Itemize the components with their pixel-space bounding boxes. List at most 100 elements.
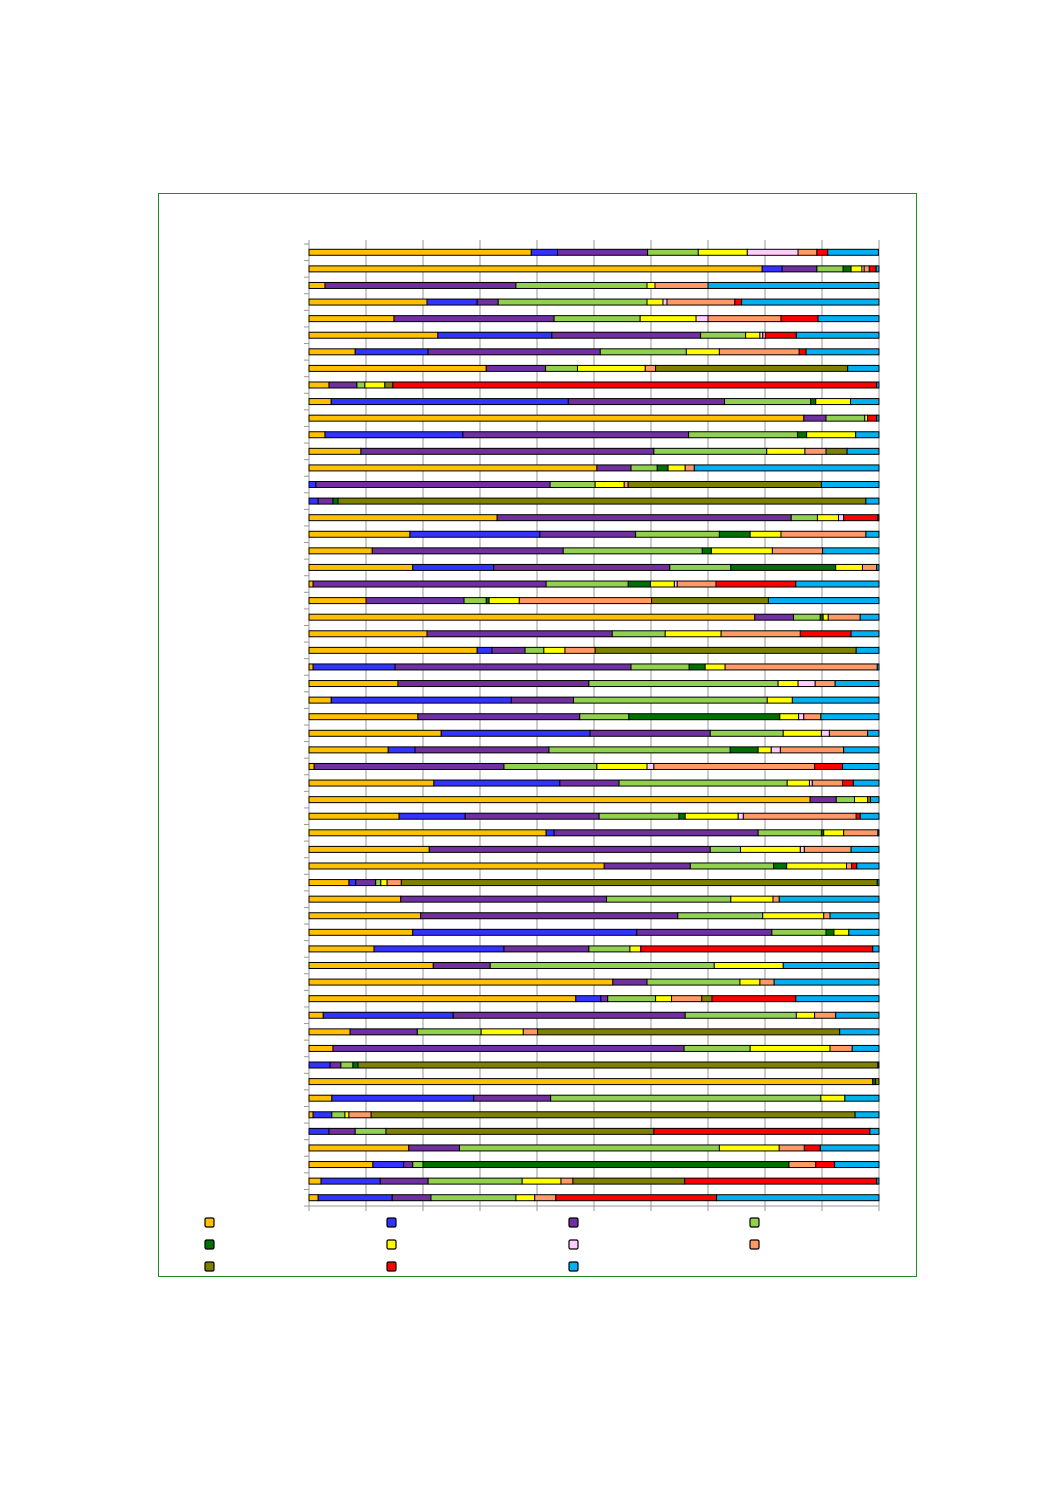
bar-segment: [822, 613, 829, 621]
bar-segment: [729, 746, 759, 754]
bar-segment: [790, 514, 818, 522]
bar-segment: [835, 796, 855, 804]
bar-segment: [562, 547, 703, 555]
bar-segment: [440, 729, 591, 737]
bar-segment: [730, 563, 837, 571]
bar-segment: [437, 331, 553, 339]
bar-segment: [796, 431, 808, 439]
bar-segment: [476, 298, 499, 306]
bar-segment: [384, 381, 394, 389]
bar-segment: [746, 248, 799, 256]
bar-segment: [739, 845, 801, 853]
bar-segment: [718, 1144, 780, 1152]
bar-segment: [848, 928, 880, 936]
bar-segment: [594, 481, 625, 488]
bar-segment: [842, 779, 854, 787]
bar-segment: [791, 696, 880, 704]
bar-segment: [869, 1127, 880, 1135]
bar-segment: [778, 895, 880, 903]
bar-segment: [618, 779, 788, 787]
bar-segment: [762, 912, 825, 920]
bar-segment: [308, 845, 430, 853]
bar-segment: [876, 1177, 880, 1185]
bar-segment: [521, 1177, 562, 1185]
bar-segment: [689, 862, 775, 870]
bar-segment: [825, 928, 835, 936]
bar-segment: [741, 298, 880, 306]
bar-segment: [842, 265, 852, 273]
bar-segment: [328, 381, 358, 389]
bar-segment: [572, 696, 768, 704]
bar-segment: [308, 779, 435, 787]
bar-segment: [793, 613, 821, 621]
bar-segment: [553, 829, 759, 837]
bar-segment: [804, 447, 827, 455]
bar-segment: [720, 630, 801, 638]
bar-segment: [426, 630, 613, 638]
bar-segment: [308, 464, 598, 472]
bar-segment: [480, 1028, 524, 1036]
bar-segment: [842, 762, 880, 770]
bar-segment: [567, 398, 726, 406]
bar-segment: [701, 995, 713, 1003]
bar-segment: [653, 447, 768, 455]
bar-segment: [851, 862, 858, 870]
bar-segment: [379, 1177, 429, 1185]
bar-segment: [412, 928, 638, 936]
bar-segment: [782, 729, 822, 737]
bar-segment: [373, 945, 505, 953]
bar-segment: [543, 646, 566, 654]
bar-segment: [786, 779, 810, 787]
bar-segment: [386, 879, 402, 887]
bar-segment: [835, 563, 863, 571]
bar-segment: [332, 497, 339, 505]
bar-segment: [545, 580, 629, 588]
bar-segment: [767, 597, 880, 605]
legend-swatch: [568, 1239, 579, 1250]
bar-segment: [799, 845, 805, 853]
bar-segment: [308, 912, 422, 920]
bar-segment: [427, 1177, 523, 1185]
bar-segment: [803, 845, 852, 853]
bar-segment: [865, 530, 880, 538]
bar-segment: [308, 995, 577, 1003]
bar-segment: [671, 995, 703, 1003]
bar-segment: [391, 1194, 432, 1202]
bar-segment: [815, 398, 851, 406]
legend-swatch: [386, 1261, 397, 1272]
legend-swatch: [204, 1261, 215, 1272]
bar-segment: [317, 497, 334, 505]
bar-segment: [308, 597, 367, 605]
bar-segment: [398, 812, 466, 820]
bar-segment: [375, 879, 382, 887]
bar-segment: [324, 281, 517, 289]
bar-segment: [432, 962, 491, 969]
bar-segment: [859, 812, 880, 820]
bar-segment: [876, 563, 880, 571]
bar-segment: [795, 1011, 816, 1019]
bar-segment: [688, 663, 706, 671]
bar-segment: [707, 281, 880, 289]
bar-segment: [786, 862, 848, 870]
bar-segment: [488, 597, 520, 605]
bar-segment: [724, 398, 812, 406]
bar-segment: [403, 1161, 414, 1169]
bar-segment: [348, 879, 357, 887]
bar-segment: [428, 845, 711, 853]
bar-segment: [779, 746, 845, 754]
bar-segment: [493, 563, 671, 571]
bar-segment: [330, 398, 569, 406]
bar-segment: [834, 680, 880, 688]
bar-segment: [354, 348, 429, 356]
bar-segment: [684, 464, 695, 472]
bar-segment: [308, 746, 389, 754]
bar-segment: [476, 646, 493, 654]
bar-segment: [683, 1044, 751, 1052]
bar-segment: [709, 845, 741, 853]
legend-swatch: [568, 1261, 579, 1272]
bar-segment: [308, 530, 411, 538]
bar-segment: [799, 630, 852, 638]
bar-segment: [553, 315, 641, 323]
bar-segment: [380, 879, 388, 887]
